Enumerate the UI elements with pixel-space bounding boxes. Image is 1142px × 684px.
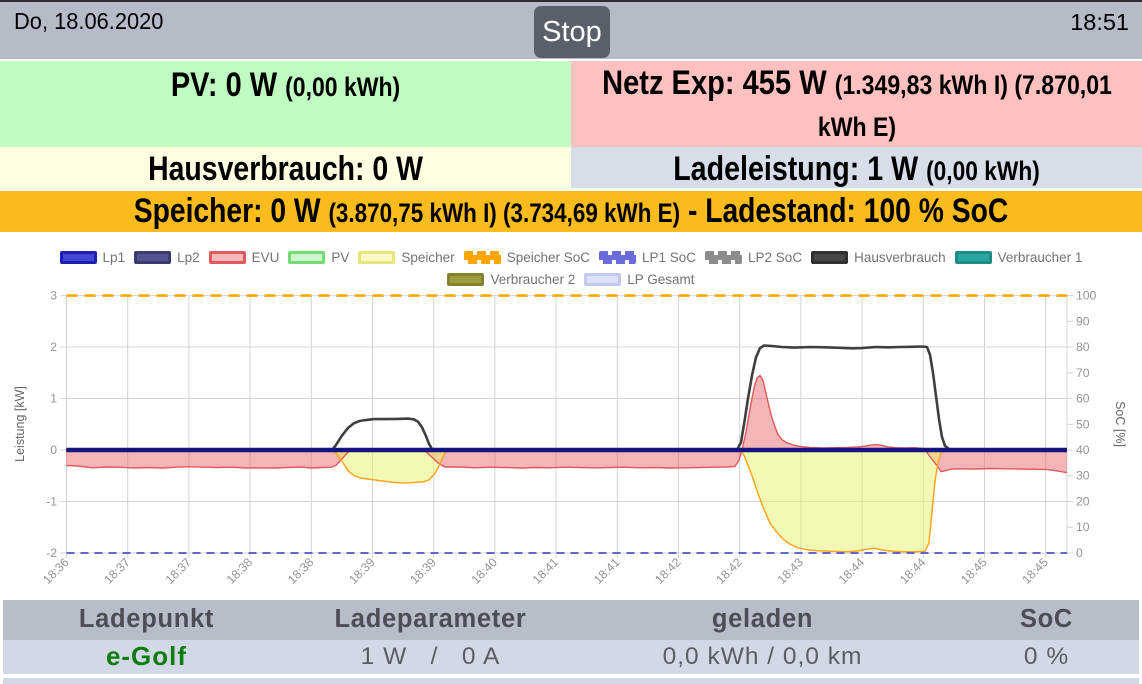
svg-text:0: 0 (1076, 546, 1083, 560)
svg-text:18:43: 18:43 (775, 555, 807, 587)
svg-text:30: 30 (1076, 469, 1090, 483)
svg-text:18:41: 18:41 (591, 555, 623, 587)
svg-text:18:40: 18:40 (469, 555, 501, 587)
svg-text:18:38: 18:38 (224, 555, 256, 587)
svg-text:18:37: 18:37 (163, 555, 195, 587)
svg-text:50: 50 (1076, 417, 1090, 431)
svg-text:18:42: 18:42 (652, 555, 684, 587)
svg-text:20: 20 (1076, 495, 1090, 509)
svg-text:60: 60 (1076, 392, 1090, 406)
svg-text:SoC [%]: SoC [%] (1113, 401, 1127, 447)
svg-text:18:39: 18:39 (407, 555, 439, 587)
svg-text:18:45: 18:45 (1019, 555, 1051, 587)
svg-text:18:42: 18:42 (713, 555, 745, 587)
svg-text:18:36: 18:36 (40, 555, 72, 587)
svg-text:80: 80 (1076, 340, 1090, 354)
svg-text:-2: -2 (46, 546, 57, 560)
svg-text:10: 10 (1076, 520, 1090, 534)
svg-text:70: 70 (1076, 366, 1090, 380)
svg-text:100: 100 (1076, 289, 1097, 303)
svg-text:0: 0 (50, 443, 57, 457)
svg-text:2: 2 (50, 340, 57, 354)
svg-text:18:39: 18:39 (346, 555, 378, 587)
svg-text:Leistung [kW]: Leistung [kW] (13, 386, 27, 462)
svg-text:90: 90 (1076, 314, 1090, 328)
svg-text:18:41: 18:41 (530, 555, 562, 587)
svg-text:18:38: 18:38 (285, 555, 317, 587)
svg-text:18:45: 18:45 (958, 555, 990, 587)
svg-text:-1: -1 (46, 495, 57, 509)
svg-text:40: 40 (1076, 443, 1090, 457)
svg-text:18:44: 18:44 (836, 555, 868, 587)
svg-text:18:44: 18:44 (897, 555, 929, 587)
svg-text:1: 1 (50, 392, 57, 406)
svg-text:18:37: 18:37 (101, 555, 133, 587)
svg-text:3: 3 (50, 289, 57, 303)
